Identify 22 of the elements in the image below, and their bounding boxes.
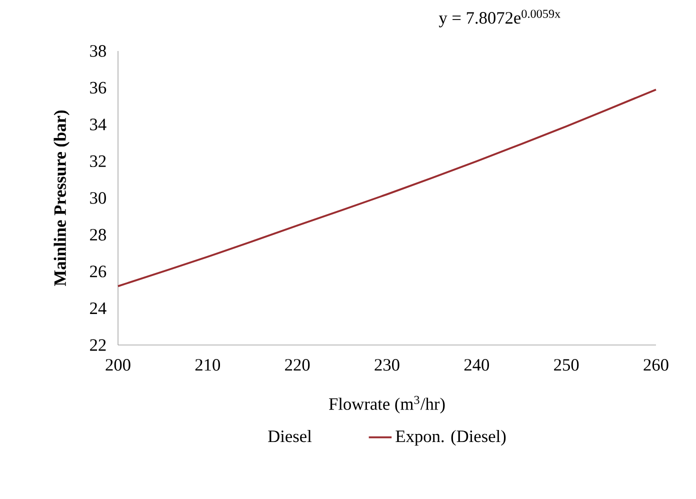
x-tick-label: 220 — [285, 359, 310, 371]
x-tick-label: 240 — [464, 359, 490, 371]
x-axis-title: Flowrate (m$^{3}$/hr) — [329, 396, 445, 414]
text: y = 7.8072e$^{0.0059x}$ — [438, 10, 560, 28]
y-tick-label: 34 — [90, 118, 106, 130]
y-axis-title: Mainline Pressure (bar) — [54, 110, 70, 286]
y-tick-label: 38 — [90, 45, 106, 57]
y-tick-label: 24 — [90, 302, 106, 314]
x-tick-label: 210 — [195, 359, 220, 371]
y-tick-label: 32 — [90, 155, 106, 168]
x-tick-label: 250 — [554, 359, 579, 371]
x-tick-label: 200 — [106, 359, 130, 371]
text: Diesel — [268, 430, 312, 442]
y-tick-label: 26 — [90, 266, 106, 278]
y-tick-label: 30 — [90, 192, 106, 204]
line-series — [117, 88, 657, 288]
y-tick-label: 36 — [90, 82, 106, 94]
legend-label: Expon. (Diesel) — [396, 430, 506, 446]
x-tick-label: 260 — [644, 359, 668, 371]
x-tick-label: 230 — [374, 359, 400, 371]
y-tick-label: 22 — [90, 339, 106, 351]
y-tick-label: 28 — [90, 228, 106, 241]
